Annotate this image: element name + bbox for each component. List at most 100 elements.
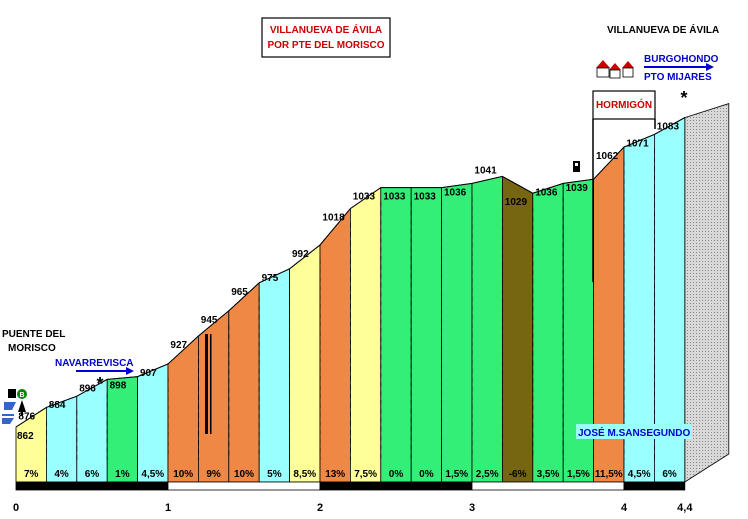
elevation-label: 862 [17,431,34,442]
distance-bar-segment [623,481,686,491]
grade-label: 10% [173,469,193,480]
direction-left-label: NAVARREVISCA [55,358,134,369]
elevation-label: 1041 [474,165,497,176]
elevation-label: 1036 [444,187,467,198]
profile-segment [532,182,564,483]
profile-segment [471,175,503,483]
elevation-label: 965 [231,287,248,298]
elevation-label: 927 [170,340,187,351]
profile-segment [380,187,412,483]
profile-segment [197,309,230,483]
village-icon [596,60,634,79]
grade-label: 2,5% [476,469,499,480]
memorial-label-bg [576,424,692,439]
fountain-icon [4,402,16,410]
grade-label: 6% [662,469,677,480]
grade-label: 4,5% [141,469,164,480]
memorial-label: JOSÉ M.SANSEGUNDO [578,426,690,439]
km-tick-label: 1 [165,502,171,514]
grade-label: -6% [509,469,527,480]
profile-segment [410,187,443,483]
surface-label-box: HORMIGÓN [592,90,656,282]
grade-label: 7% [24,469,39,480]
elevation-label: 876 [18,411,35,422]
chart-title-line1: VILLANUEVA DE ÁVILA [270,23,382,36]
grade-label: 3,5% [537,469,560,480]
elevation-label: 1062 [596,151,619,162]
grade-label: 1% [115,469,130,480]
elevation-label: 1033 [353,192,376,203]
asterisk-marker-icon: * [96,374,103,394]
distance-bar-segment [15,481,169,491]
profile-top-line [15,117,686,428]
grade-label: 13% [325,469,345,480]
profile-segment [289,244,321,483]
elevation-label: 975 [262,273,279,284]
distance-bar-segment [471,481,625,491]
profile-segment [258,268,291,483]
km-tick-label: 2 [317,502,323,514]
bicycle-sign-icon: B [8,389,27,399]
elevation-label: 898 [110,381,127,392]
elevation-label: 896 [79,383,96,394]
elevation-label: 992 [292,249,309,260]
km-tick-label: 0 [13,502,19,514]
elevation-label: 1033 [383,192,406,203]
arrow-right-icon [644,63,714,71]
profile-segment [76,378,108,483]
grade-label: 0% [389,469,404,480]
start-place-label: PUENTE DEL [2,329,65,340]
chart-title-line2: POR PTE DEL MORISCO [267,40,384,51]
elevation-label: 884 [49,400,66,411]
km-tick-label: 3 [469,502,475,514]
profile-segment [167,335,199,483]
grade-label: 0% [419,469,434,480]
profile-segment [106,376,139,483]
elevation-label: 907 [140,368,157,379]
elevation-label: 1033 [414,192,437,203]
grade-label: 1,5% [567,469,590,480]
surface-label: HORMIGÓN [596,98,652,111]
grade-label: 9% [206,469,221,480]
end-place-label: VILLANUEVA DE ÁVILA [607,23,719,36]
segments-layer [15,116,686,483]
direction-right-label-1: BURGOHONDO [644,54,719,65]
profile-segment [349,186,382,483]
water-icon [2,414,14,424]
grade-label: 7,5% [354,469,377,480]
elevation-label: 1039 [566,183,589,194]
profile-segment [137,363,169,483]
km-tick-labels: 0 1 2 3 4 4,4 [13,502,693,514]
grade-label: 5% [267,469,282,480]
profile-segment [501,175,534,483]
elevation-label: 1036 [535,187,558,198]
elevation-label: 1083 [657,122,680,133]
profile-segment [319,207,351,483]
elevation-label: 1018 [322,213,345,224]
profile-segment [228,281,260,483]
grade-labels: 7% 4% 6% 1% 4,5% 10% 9% 10% 5% 8,5% 13% 7,5% 0% 0% 1,5… [24,469,677,480]
bridge-icon [205,334,212,434]
profile-segment [441,182,473,483]
distance-bar-segment [167,481,321,491]
start-place-label-2: MORISCO [8,343,56,354]
elevation-label: 1071 [626,138,649,149]
grade-label: 6% [85,469,100,480]
distance-bar [15,481,686,491]
grade-label: 10% [234,469,254,480]
chart-title-box: VILLANUEVA DE ÁVILA POR PTE DEL MORISCO [261,17,391,58]
grade-label: 8,5% [293,469,316,480]
grade-label: 11,5% [595,469,623,480]
grade-label: 4,5% [628,469,651,480]
grade-label: 1,5% [445,469,468,480]
elevation-label: 1029 [505,197,528,208]
km-tick-label: 4,4 [677,502,693,514]
elevation-labels: 862 876 884 896 898 907 927 945 965 975 992 1018 103… [17,122,679,442]
tree-icon [18,400,26,416]
arrow-right-icon [76,367,134,375]
km-tick-label: 4 [621,502,628,514]
asterisk-marker-icon: * [680,88,687,108]
svg-text:B: B [19,392,24,399]
distance-bar-segment [319,481,473,491]
